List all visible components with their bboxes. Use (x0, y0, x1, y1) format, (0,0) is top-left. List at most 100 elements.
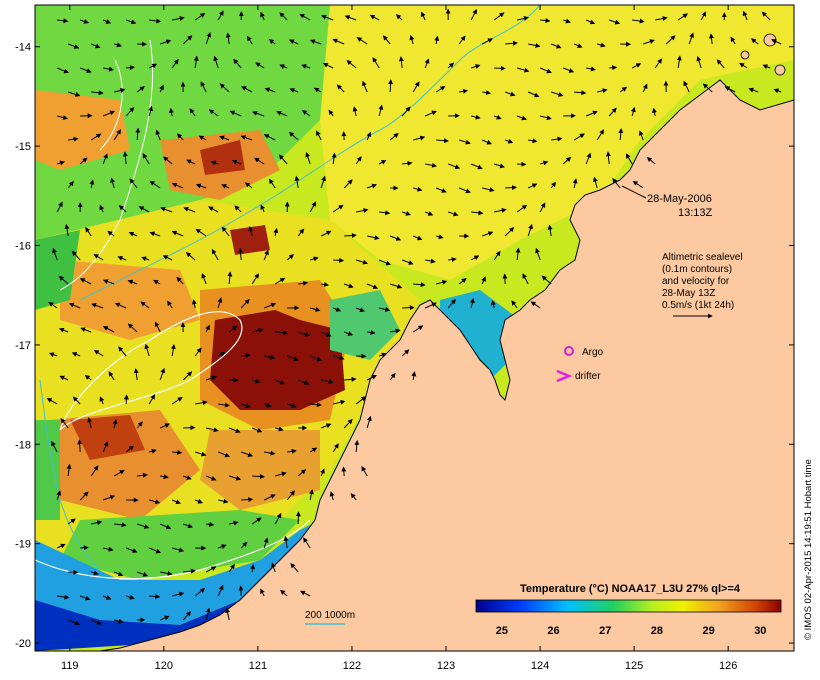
altimetry-contour-4 (99, 59, 123, 151)
velocity-arrow (448, 211, 459, 217)
sst-region-yellow-north (320, 5, 794, 280)
velocity-arrow (470, 8, 477, 21)
velocity-arrow (742, 10, 748, 21)
velocity-arrow (356, 208, 369, 213)
sst-patch-green-3 (330, 290, 400, 360)
velocity-arrow (527, 223, 533, 237)
velocity-arrow (72, 396, 81, 405)
velocity-arrow (412, 235, 423, 241)
velocity-arrow (517, 67, 530, 73)
velocity-arrow (310, 402, 322, 408)
velocity-arrow (79, 67, 92, 73)
velocity-arrow (155, 129, 161, 141)
velocity-arrow (646, 156, 656, 165)
velocity-arrow (530, 301, 541, 309)
velocity-arrow (332, 38, 345, 45)
velocity-arrow (102, 441, 109, 453)
velocity-arrow (683, 80, 690, 93)
velocity-arrow (298, 280, 309, 286)
velocity-arrow (141, 256, 150, 262)
velocity-arrow (172, 591, 185, 597)
velocity-arrow (343, 418, 353, 429)
velocity-arrow (547, 224, 553, 237)
velocity-arrow (200, 81, 207, 93)
velocity-arrow (505, 185, 518, 191)
velocity-arrow (469, 297, 475, 309)
velocity-arrow (210, 160, 219, 166)
velocity-arrow (159, 523, 172, 530)
velocity-arrow (586, 66, 596, 72)
velocity-arrow (401, 259, 414, 265)
velocity-arrow (228, 563, 235, 573)
velocity-arrow (329, 491, 335, 501)
depth-legend-label: 200 1000m (305, 610, 355, 621)
velocity-arrow (51, 440, 58, 453)
velocity-arrow (185, 252, 196, 261)
sst-patch-darkred-3 (70, 415, 145, 460)
velocity-arrow (379, 352, 387, 358)
colorbar-tick-label: 26 (547, 625, 559, 637)
velocity-arrow (413, 186, 423, 192)
velocity-arrow (700, 11, 707, 21)
velocity-arrow (290, 562, 299, 573)
velocity-arrow (263, 402, 272, 408)
velocity-arrow (297, 469, 307, 477)
velocity-arrow (195, 183, 207, 189)
velocity-arrow (379, 210, 391, 216)
velocity-arrow (402, 210, 411, 216)
velocity-arrow (56, 201, 63, 213)
velocity-arrow (91, 90, 104, 96)
colorbar-tick-label: 29 (703, 625, 715, 637)
velocity-arrow (527, 183, 538, 189)
velocity-arrow (79, 491, 89, 501)
velocity-arrow (367, 235, 380, 241)
velocity-arrow (114, 88, 126, 93)
velocity-arrow (57, 160, 65, 166)
velocity-arrow (346, 60, 357, 69)
velocity-arrow (493, 114, 502, 120)
velocity-arrow (773, 88, 782, 94)
velocity-arrow (320, 331, 332, 337)
velocity-arrow (135, 127, 141, 141)
velocity-arrow (344, 376, 357, 382)
velocity-arrow (305, 152, 311, 165)
sst-coastal-cool-band (35, 520, 320, 651)
velocity-arrow (320, 468, 325, 477)
velocity-arrow (425, 162, 438, 168)
velocity-arrow (654, 58, 663, 69)
velocity-arrow (117, 256, 127, 261)
velocity-arrow (250, 564, 256, 573)
date-label-line2: 13:13Z (678, 207, 713, 219)
velocity-arrow (182, 35, 193, 45)
velocity-arrow (67, 180, 74, 189)
velocity-arrow (205, 32, 212, 45)
velocity-arrow (341, 466, 347, 477)
velocity-arrow (60, 418, 69, 429)
velocity-arrow (562, 67, 575, 73)
velocity-arrow (205, 475, 217, 481)
velocity-arrow (260, 204, 266, 213)
velocity-arrow (133, 368, 139, 381)
velocity-arrow (493, 250, 501, 261)
velocity-arrows (46, 8, 782, 626)
velocity-arrow (238, 247, 244, 261)
velocity-arrow (57, 115, 69, 120)
velocity-arrow (436, 138, 449, 144)
velocity-arrow (343, 283, 354, 289)
velocity-arrow (194, 13, 206, 21)
velocity-arrow (378, 159, 387, 165)
lat-tick-label: -16 (15, 241, 31, 253)
velocity-arrow (125, 547, 138, 553)
colorbar-tick-label: 30 (754, 625, 766, 637)
velocity-arrow (390, 283, 403, 289)
velocity-arrow (350, 493, 357, 501)
credit-text: © IMOS 02-Apr-2015 14:19:51 Hobart time (803, 459, 814, 640)
velocity-arrow (540, 115, 552, 121)
velocity-arrow (80, 545, 89, 551)
velocity-arrow (269, 178, 276, 189)
velocity-arrow (761, 11, 771, 21)
velocity-arrow (234, 205, 242, 213)
velocity-arrow (574, 90, 587, 96)
velocity-arrow (91, 520, 103, 526)
